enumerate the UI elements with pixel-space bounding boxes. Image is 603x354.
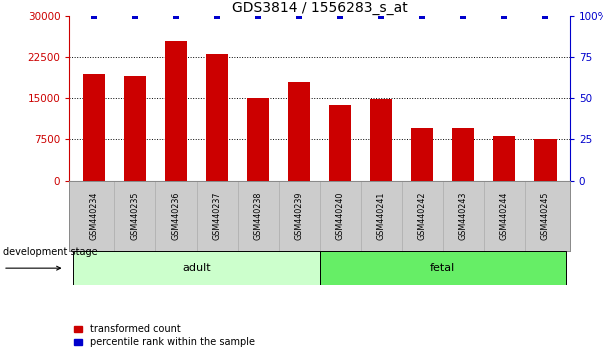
Point xyxy=(458,13,468,19)
Bar xyxy=(165,41,188,181)
Text: GSM440245: GSM440245 xyxy=(541,192,550,240)
Point xyxy=(171,13,181,19)
FancyArrowPatch shape xyxy=(6,266,60,270)
Text: GSM440239: GSM440239 xyxy=(295,192,303,240)
Point xyxy=(417,13,427,19)
Legend: transformed count, percentile rank within the sample: transformed count, percentile rank withi… xyxy=(74,325,254,347)
Bar xyxy=(288,82,311,181)
Point xyxy=(130,13,140,19)
Text: development stage: development stage xyxy=(3,247,98,257)
Point xyxy=(499,13,509,19)
Point xyxy=(212,13,222,19)
Text: GSM440237: GSM440237 xyxy=(212,192,221,240)
Bar xyxy=(329,105,352,181)
Text: GSM440238: GSM440238 xyxy=(253,192,262,240)
Bar xyxy=(493,136,516,181)
Bar xyxy=(83,74,106,181)
Text: GSM440243: GSM440243 xyxy=(459,192,468,240)
Point xyxy=(540,13,550,19)
Text: fetal: fetal xyxy=(430,263,455,273)
Text: adult: adult xyxy=(182,263,211,273)
Text: GSM440235: GSM440235 xyxy=(130,192,139,240)
Point xyxy=(89,13,99,19)
Point xyxy=(294,13,304,19)
Text: GSM440236: GSM440236 xyxy=(171,192,180,240)
Text: GSM440242: GSM440242 xyxy=(418,192,427,240)
Title: GDS3814 / 1556283_s_at: GDS3814 / 1556283_s_at xyxy=(232,1,408,15)
Text: GSM440240: GSM440240 xyxy=(336,192,344,240)
Point xyxy=(335,13,345,19)
Bar xyxy=(206,54,229,181)
Bar xyxy=(370,99,393,181)
Point xyxy=(376,13,386,19)
Text: GSM440234: GSM440234 xyxy=(89,192,98,240)
Bar xyxy=(452,129,475,181)
Bar xyxy=(534,139,557,181)
Bar xyxy=(411,129,434,181)
Bar xyxy=(74,251,320,285)
Bar xyxy=(247,98,270,181)
Text: GSM440241: GSM440241 xyxy=(377,192,386,240)
Bar xyxy=(124,76,147,181)
Text: GSM440244: GSM440244 xyxy=(500,192,509,240)
Bar xyxy=(320,251,566,285)
Point xyxy=(253,13,263,19)
